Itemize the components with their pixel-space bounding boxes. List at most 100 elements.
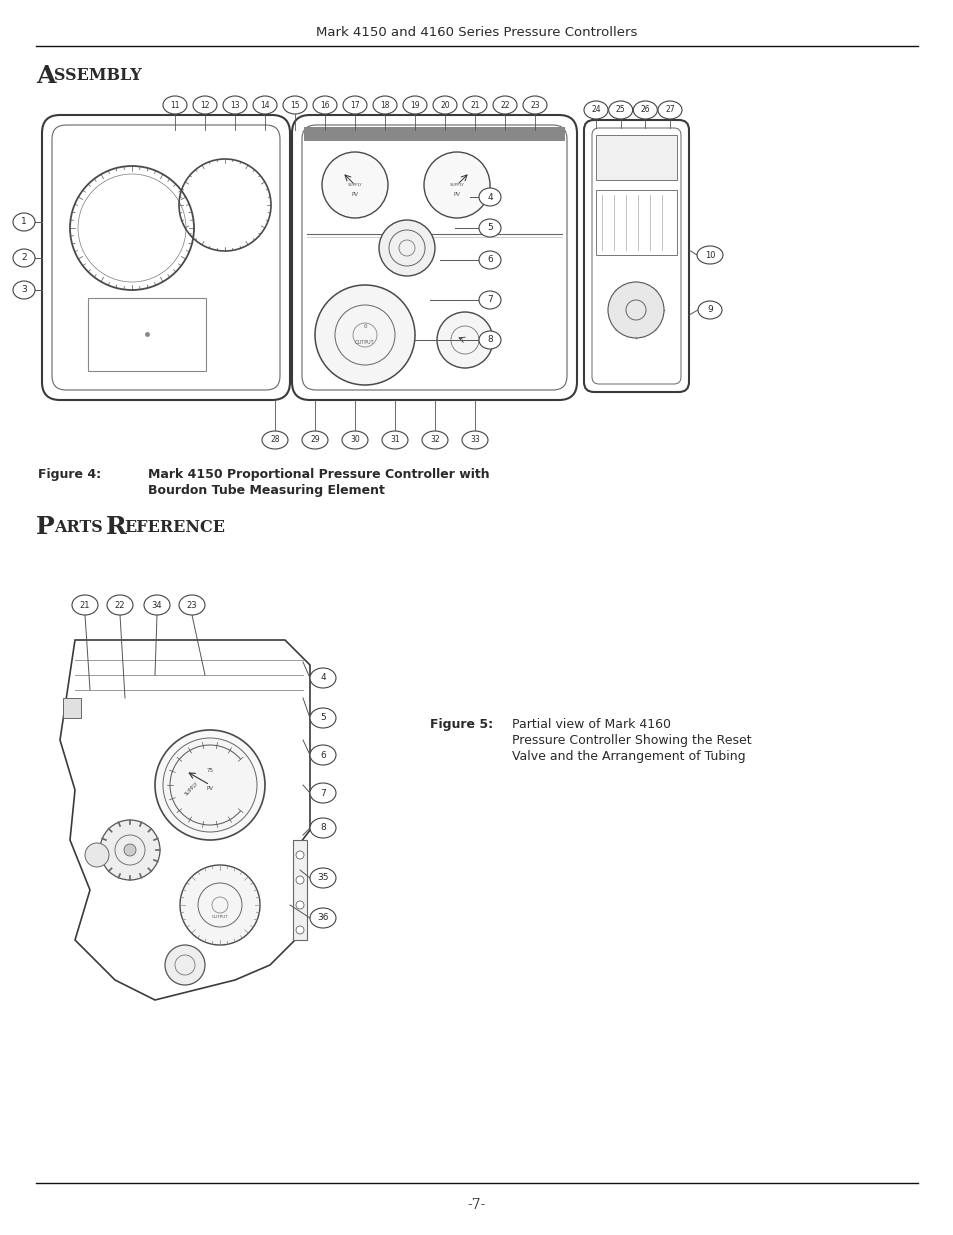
Ellipse shape [341, 431, 368, 450]
Ellipse shape [478, 251, 500, 269]
Text: 35: 35 [317, 873, 329, 883]
Text: 6: 6 [320, 751, 326, 760]
Text: 31: 31 [390, 436, 399, 445]
Text: 6: 6 [487, 256, 493, 264]
Text: 8: 8 [320, 824, 326, 832]
Circle shape [295, 902, 304, 909]
Text: 0: 0 [363, 325, 366, 330]
Text: 7: 7 [320, 788, 326, 798]
Bar [304, 127, 564, 141]
Text: SUPPLY: SUPPLY [184, 781, 200, 797]
Ellipse shape [144, 595, 170, 615]
Text: 21: 21 [80, 600, 91, 610]
Ellipse shape [402, 96, 427, 114]
Text: Partial view of Mark 4160: Partial view of Mark 4160 [512, 718, 670, 731]
Circle shape [124, 844, 136, 856]
Text: Pressure Controller Showing the Reset: Pressure Controller Showing the Reset [512, 734, 751, 747]
Circle shape [378, 220, 435, 275]
Text: Mark 4150 Proportional Pressure Controller with: Mark 4150 Proportional Pressure Controll… [148, 468, 489, 480]
Ellipse shape [583, 101, 607, 119]
Text: 12: 12 [200, 100, 210, 110]
Polygon shape [60, 640, 310, 1000]
Bar [596, 135, 677, 180]
Ellipse shape [522, 96, 546, 114]
Text: 13: 13 [230, 100, 239, 110]
Ellipse shape [658, 101, 681, 119]
Bar [596, 190, 677, 254]
Text: 4: 4 [487, 193, 493, 201]
Text: 19: 19 [410, 100, 419, 110]
Text: 5: 5 [320, 714, 326, 722]
Ellipse shape [433, 96, 456, 114]
Text: 15: 15 [290, 100, 299, 110]
Ellipse shape [310, 818, 335, 839]
Ellipse shape [343, 96, 367, 114]
Text: 26: 26 [639, 105, 649, 115]
Text: Figure 5:: Figure 5: [430, 718, 493, 731]
Text: R: R [106, 515, 127, 538]
Circle shape [100, 820, 160, 881]
Ellipse shape [310, 708, 335, 727]
Ellipse shape [71, 595, 98, 615]
Text: Mark 4150 and 4160 Series Pressure Controllers: Mark 4150 and 4160 Series Pressure Contr… [316, 26, 637, 38]
Text: 1: 1 [21, 217, 27, 226]
Text: 32: 32 [430, 436, 439, 445]
Ellipse shape [698, 301, 721, 319]
Text: P: P [36, 515, 54, 538]
Text: 21: 21 [470, 100, 479, 110]
Text: 2: 2 [21, 253, 27, 263]
Bar [88, 298, 206, 370]
Ellipse shape [608, 101, 632, 119]
Text: 27: 27 [664, 105, 674, 115]
Bar [293, 840, 307, 940]
Ellipse shape [310, 668, 335, 688]
Ellipse shape [373, 96, 396, 114]
Text: 75: 75 [206, 768, 213, 773]
Text: OUTPUT: OUTPUT [212, 915, 228, 919]
Ellipse shape [461, 431, 488, 450]
Bar [63, 698, 81, 718]
Text: 30: 30 [350, 436, 359, 445]
Text: 4: 4 [320, 673, 326, 683]
Ellipse shape [13, 212, 35, 231]
Ellipse shape [163, 96, 187, 114]
Text: 23: 23 [530, 100, 539, 110]
Ellipse shape [478, 331, 500, 350]
Text: 25: 25 [616, 105, 625, 115]
Ellipse shape [310, 868, 335, 888]
Text: PV: PV [206, 787, 213, 792]
Text: 22: 22 [114, 600, 125, 610]
Ellipse shape [107, 595, 132, 615]
Text: 24: 24 [591, 105, 600, 115]
Text: PV: PV [351, 193, 358, 198]
Text: Valve and the Arrangement of Tubing: Valve and the Arrangement of Tubing [512, 750, 745, 763]
Ellipse shape [381, 431, 408, 450]
Circle shape [607, 282, 663, 338]
Text: SSEMBLY: SSEMBLY [54, 68, 142, 84]
Circle shape [295, 926, 304, 934]
Text: 20: 20 [439, 100, 450, 110]
Text: SUPPLY: SUPPLY [347, 183, 362, 186]
Circle shape [314, 285, 415, 385]
Circle shape [154, 730, 265, 840]
Circle shape [295, 876, 304, 884]
Circle shape [295, 851, 304, 860]
Text: 8: 8 [487, 336, 493, 345]
Text: SUPPLY: SUPPLY [449, 183, 464, 186]
Text: 10: 10 [704, 251, 715, 259]
Ellipse shape [421, 431, 448, 450]
Ellipse shape [478, 291, 500, 309]
Circle shape [165, 945, 205, 986]
Text: 18: 18 [380, 100, 390, 110]
Ellipse shape [253, 96, 276, 114]
Text: Figure 4:: Figure 4: [38, 468, 101, 480]
Text: 33: 33 [470, 436, 479, 445]
Ellipse shape [462, 96, 486, 114]
Ellipse shape [493, 96, 517, 114]
Text: 11: 11 [170, 100, 179, 110]
Circle shape [85, 844, 109, 867]
Ellipse shape [13, 282, 35, 299]
Text: 7: 7 [487, 295, 493, 305]
Ellipse shape [179, 595, 205, 615]
Circle shape [322, 152, 388, 219]
